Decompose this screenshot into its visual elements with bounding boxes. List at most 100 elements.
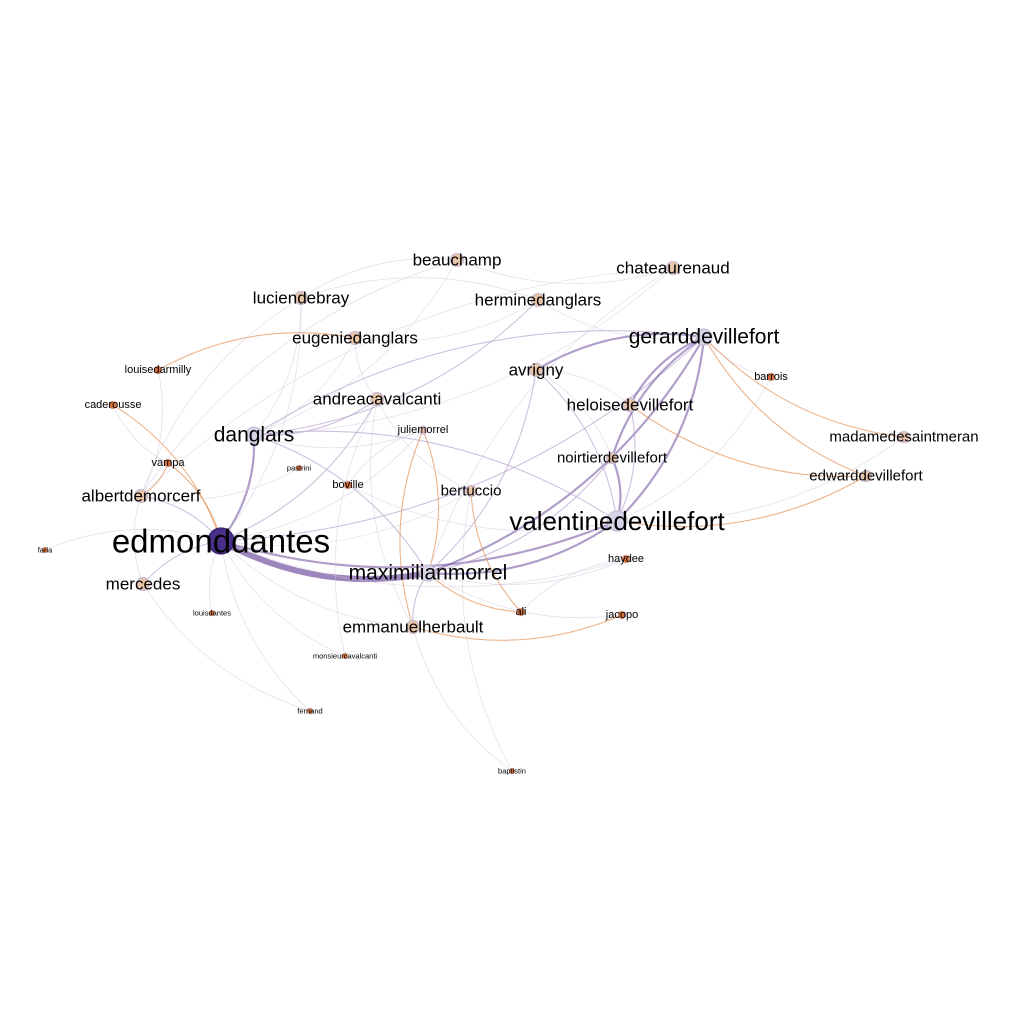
- node-albertdemorcerf[interactable]: [133, 488, 149, 504]
- node-label-edmonddantes: edmonddantes: [112, 523, 330, 560]
- edge-beauchamp-luciendebray: [300, 258, 458, 299]
- node-label-andreacavalcanti: andreacavalcanti: [313, 390, 442, 409]
- edge-valentinedevillefort-madamedesaintmeran: [616, 436, 905, 523]
- node-noirtierdevillefort[interactable]: [605, 451, 619, 465]
- edge-andreacavalcanti-monsieurcavalcanti: [334, 398, 378, 657]
- edge-andreacavalcanti-emmanuelherbault: [370, 398, 414, 628]
- node-louisedarmilly[interactable]: [153, 365, 163, 375]
- edge-danglars-chateaurenaud: [253, 267, 674, 436]
- edge-luciendebray-albertdemorcerf: [140, 297, 302, 497]
- node-label-monsieurcavalcanti: monsieurcavalcanti: [313, 652, 378, 661]
- node-label-caderousse: caderousse: [85, 399, 142, 411]
- edge-edmonddantes-valentinedevillefort: [219, 519, 619, 569]
- edge-edmonddantes-gerarddevillefort: [220, 336, 705, 542]
- node-label-maximilianmorrel: maximilianmorrel: [349, 562, 508, 585]
- node-danglars[interactable]: [245, 426, 263, 444]
- edge-albertdemorcerf-mercedes: [133, 495, 144, 585]
- node-label-gerarddevillefort: gerarddevillefort: [629, 326, 780, 349]
- node-beauchamp[interactable]: [449, 252, 465, 268]
- node-chateaurenaud[interactable]: [665, 260, 681, 276]
- node-avrigny[interactable]: [528, 362, 544, 378]
- node-mercedes[interactable]: [135, 576, 151, 592]
- edge-maximilianmorrel-avrigny: [427, 369, 537, 574]
- node-layer: [41, 252, 911, 775]
- edge-valentinedevillefort-barrois: [616, 376, 772, 522]
- node-faria[interactable]: [41, 546, 49, 554]
- node-madamedesaintmeran[interactable]: [897, 430, 911, 444]
- node-label-noirtierdevillefort: noirtierdevillefort: [557, 450, 668, 467]
- edge-gerarddevillefort-edwarddevillefort: [703, 336, 867, 477]
- node-eugeniedanglars[interactable]: [347, 330, 363, 346]
- edge-maximilianmorrel-juliemorrel: [422, 429, 440, 574]
- node-jacopo[interactable]: [617, 610, 627, 620]
- node-label-faria: faria: [38, 546, 53, 555]
- node-edwarddevillefort[interactable]: [859, 469, 873, 483]
- node-luciendebray[interactable]: [293, 290, 309, 306]
- node-label-madamedesaintmeran: madamedesaintmeran: [829, 429, 978, 446]
- edge-eugeniedanglars-louisedarmilly: [157, 332, 356, 371]
- node-baptistin[interactable]: [508, 767, 516, 775]
- edge-beauchamp-chateaurenaud: [456, 259, 674, 284]
- node-boville[interactable]: [343, 480, 353, 490]
- edge-danglars-luciendebray: [253, 297, 302, 436]
- label-layer: edmonddantes valentinedevillefort maximili…: [38, 251, 979, 776]
- edge-albertdemorcerf-louisedarmilly: [140, 369, 163, 497]
- node-maximilianmorrel[interactable]: [419, 564, 437, 582]
- node-vampa[interactable]: [163, 458, 173, 468]
- node-emmanuelherbault[interactable]: [405, 619, 421, 635]
- node-label-chateaurenaud: chateaurenaud: [616, 259, 729, 278]
- edge-edmonddantes-fernand: [220, 540, 311, 712]
- node-label-fernand: fernand: [297, 707, 322, 716]
- edge-gerarddevillefort-danglars: [253, 330, 705, 436]
- node-label-boville: boville: [332, 479, 363, 491]
- node-ali[interactable]: [516, 607, 526, 617]
- node-label-herminedanglars: herminedanglars: [475, 291, 602, 310]
- edge-haydee-ali: [520, 558, 627, 613]
- node-heloisedevillefort[interactable]: [622, 397, 638, 413]
- node-edmonddantes[interactable]: [207, 527, 235, 555]
- node-label-vampa: vampa: [151, 457, 185, 469]
- edge-edmonddantes-caderousse: [112, 404, 222, 542]
- edge-valentinedevillefort-edwarddevillefort: [616, 475, 867, 528]
- edge-valentinedevillefort-heloisedevillefort: [616, 404, 636, 522]
- node-label-edwarddevillefort: edwarddevillefort: [809, 468, 923, 485]
- node-label-louisedarmilly: louisedarmilly: [125, 364, 192, 376]
- node-andreacavalcanti[interactable]: [369, 391, 385, 407]
- edge-bertuccio-baptistin: [461, 490, 513, 772]
- node-label-pastrini: pastrini: [287, 464, 312, 473]
- node-label-avrigny: avrigny: [509, 361, 564, 380]
- edge-danglars-beauchamp: [253, 259, 458, 436]
- edge-gerarddevillefort-madamedesaintmeran: [703, 336, 905, 438]
- edge-gerarddevillefort-noirtierdevillefort: [610, 335, 706, 460]
- edge-edmonddantes-faria: [44, 528, 222, 551]
- node-label-mercedes: mercedes: [106, 575, 181, 594]
- node-pastrini[interactable]: [295, 464, 303, 472]
- edge-maximilianmorrel-noirtierdevillefort: [427, 457, 613, 574]
- edge-edmonddantes-maximilianmorrel: [218, 538, 431, 583]
- node-valentinedevillefort[interactable]: [606, 510, 628, 532]
- edge-maximilianmorrel-gerarddevillefort: [426, 335, 706, 575]
- edge-valentinedevillefort-gerarddevillefort: [615, 335, 706, 523]
- node-label-danglars: danglars: [214, 424, 295, 447]
- edge-beauchamp-albertdemorcerf: [140, 259, 458, 497]
- edge-herminedanglars-luciendebray: [300, 277, 539, 301]
- node-barrois[interactable]: [766, 372, 776, 382]
- edge-boville-valentinedevillefort: [347, 484, 618, 531]
- node-louisdantes[interactable]: [208, 609, 216, 617]
- edge-edmonddantes-emmanuelherbault: [220, 540, 414, 628]
- node-juliemorrel[interactable]: [418, 425, 428, 435]
- node-caderousse[interactable]: [108, 400, 118, 410]
- node-monsieurcavalcanti[interactable]: [341, 652, 349, 660]
- edge-edmonddantes-haydee: [220, 540, 627, 588]
- edge-gerarddevillefort-heloisedevillefort: [628, 335, 706, 407]
- edge-mercedes-fernand: [142, 583, 311, 712]
- node-herminedanglars[interactable]: [530, 292, 546, 308]
- node-label-eugeniedanglars: eugeniedanglars: [292, 329, 418, 348]
- node-label-barrois: barrois: [754, 371, 788, 383]
- node-bertuccio[interactable]: [464, 484, 478, 498]
- node-gerarddevillefort[interactable]: [695, 328, 713, 346]
- node-haydee[interactable]: [621, 554, 631, 564]
- edge-edmonddantes-juliemorrel: [220, 429, 424, 542]
- node-fernand[interactable]: [306, 707, 314, 715]
